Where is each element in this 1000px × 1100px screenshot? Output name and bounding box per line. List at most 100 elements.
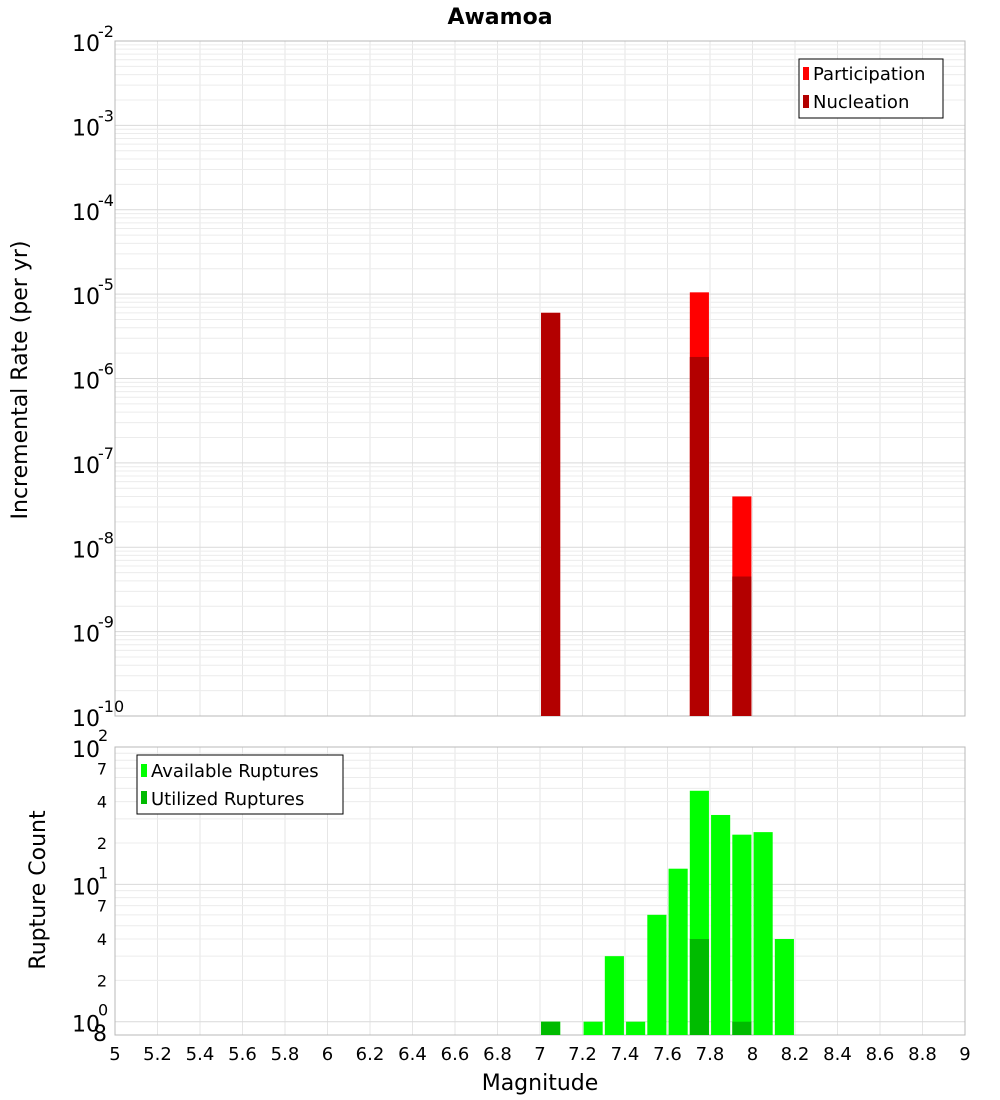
x-tick-label: 5.2 xyxy=(143,1044,172,1065)
bar-available-ruptures xyxy=(604,956,624,1035)
legend-swatch-participation xyxy=(803,67,809,80)
x-tick-label: 7.2 xyxy=(568,1044,597,1065)
tick-base: 10 xyxy=(72,454,100,479)
legend-swatch-available xyxy=(141,764,147,777)
top-grid xyxy=(114,41,966,717)
top-legend-box xyxy=(798,58,944,119)
x-tick-label: 7.4 xyxy=(611,1044,640,1065)
top-y-tick-label: 10-8 xyxy=(72,528,114,563)
tick-exponent: 0 xyxy=(98,1001,108,1020)
bar-utilized-ruptures xyxy=(689,939,709,1035)
top-bars xyxy=(541,292,752,716)
bottom-legend: Available Ruptures Utilized Ruptures xyxy=(136,754,344,815)
x-tick-label: 6 xyxy=(322,1044,333,1065)
bar-available-ruptures xyxy=(626,1021,646,1035)
tick-exponent: -4 xyxy=(98,191,114,210)
tick-base: 10 xyxy=(72,623,100,648)
x-tick-label: 6.6 xyxy=(441,1044,470,1065)
x-tick-label: 7 xyxy=(534,1044,545,1065)
top-y-tick-label: 10-7 xyxy=(72,444,114,479)
bar-available-ruptures xyxy=(668,868,688,1035)
bar-available-ruptures xyxy=(732,834,752,1035)
tick-base: 10 xyxy=(72,370,100,395)
top-y-tick-label: 10-5 xyxy=(72,275,114,310)
bar-utilized-ruptures xyxy=(732,1021,752,1035)
tick-exponent: -5 xyxy=(98,275,114,294)
bottom-y-minor-tick: 4 xyxy=(97,930,107,949)
bottom-y-major-tick: 100 xyxy=(72,1001,108,1038)
top-y-tick-label: 10-4 xyxy=(72,191,114,226)
top-y-ticks: 10-210-310-410-510-610-710-810-910-10 xyxy=(72,22,124,732)
tick-base: 10 xyxy=(72,707,100,732)
tick-base: 10 xyxy=(72,201,100,226)
top-plot-frame xyxy=(114,40,966,717)
bottom-y-minor-tick: 2 xyxy=(97,971,107,990)
bar-nucleation xyxy=(732,576,752,716)
top-y-tick-label: 10-6 xyxy=(72,360,114,395)
tick-exponent: 1 xyxy=(98,863,108,882)
bar-available-ruptures xyxy=(647,914,667,1035)
legend-swatch-nucleation xyxy=(803,95,809,108)
bar-available-ruptures xyxy=(753,832,773,1035)
x-tick-label: 7.6 xyxy=(653,1044,682,1065)
x-tick-label: 9 xyxy=(959,1044,970,1065)
bottom-y-minor-tick: 7 xyxy=(97,897,107,916)
bottom-y-minor-tick: 4 xyxy=(97,793,107,812)
x-tick-label: 5.6 xyxy=(228,1044,257,1065)
bottom-y-major-tick: 101 xyxy=(72,863,108,900)
tick-exponent: -2 xyxy=(98,22,114,41)
bottom-y-minor-tick: 2 xyxy=(97,834,107,853)
bottom-y-major-tick: 102 xyxy=(72,726,108,763)
legend-label-participation: Participation xyxy=(813,64,925,85)
tick-exponent: -8 xyxy=(98,528,114,547)
legend-label-available: Available Ruptures xyxy=(151,761,319,782)
x-axis-label: Magnitude xyxy=(482,1071,599,1096)
x-tick-label: 5 xyxy=(109,1044,120,1065)
bottom-y-axis-label: Rupture Count xyxy=(26,810,51,970)
legend-label-utilized: Utilized Ruptures xyxy=(151,789,304,810)
x-tick-label: 5.4 xyxy=(186,1044,215,1065)
x-ticks: 5 5.2 5.4 5.6 5.8 6 6.2 6.4 6.6 6.8 7 7.2 7.4 7.6 7.8 8… xyxy=(109,1044,970,1065)
tick-base: 10 xyxy=(72,538,100,563)
x-tick-label: 6.2 xyxy=(356,1044,385,1065)
x-tick-label: 5.8 xyxy=(271,1044,300,1065)
top-y-tick-label: 10-10 xyxy=(72,697,124,732)
bar-nucleation xyxy=(689,356,709,716)
bottom-legend-box xyxy=(136,754,344,815)
legend-label-nucleation: Nucleation xyxy=(813,92,909,113)
tick-exponent: -6 xyxy=(98,360,114,379)
top-y-tick-label: 10-9 xyxy=(72,613,114,648)
tick-exponent: -7 xyxy=(98,444,114,463)
chart-title: Awamoa xyxy=(447,5,552,30)
bottom-bars xyxy=(541,790,794,1035)
bar-available-ruptures xyxy=(774,939,794,1035)
legend-swatch-utilized xyxy=(141,791,147,804)
tick-base: 10 xyxy=(72,875,100,900)
top-y-tick-label: 10-2 xyxy=(72,22,114,57)
x-tick-label: 7.8 xyxy=(696,1044,725,1065)
x-tick-label: 8.6 xyxy=(866,1044,895,1065)
tick-exponent: -9 xyxy=(98,613,114,632)
bottom-y-minor-tick: 8 xyxy=(93,1022,107,1047)
x-tick-label: 8.4 xyxy=(823,1044,852,1065)
top-y-axis-label: Incremental Rate (per yr) xyxy=(8,241,33,520)
x-tick-label: 8.8 xyxy=(908,1044,937,1065)
bottom-plot-frame xyxy=(114,746,966,1036)
top-y-tick-label: 10-3 xyxy=(72,106,114,141)
tick-base: 10 xyxy=(72,116,100,141)
tick-base: 10 xyxy=(72,32,100,57)
tick-exponent: 2 xyxy=(98,726,108,745)
top-legend: Participation Nucleation xyxy=(798,58,944,119)
x-tick-label: 6.8 xyxy=(483,1044,512,1065)
x-tick-label: 6.4 xyxy=(398,1044,427,1065)
bottom-y-minor-tick: 7 xyxy=(97,759,107,778)
tick-base: 10 xyxy=(72,738,100,763)
bar-nucleation xyxy=(541,312,561,716)
bar-utilized-ruptures xyxy=(541,1021,561,1035)
x-tick-label: 8.2 xyxy=(781,1044,810,1065)
tick-exponent: -10 xyxy=(98,697,124,716)
bar-available-ruptures xyxy=(711,814,731,1035)
tick-exponent: -3 xyxy=(98,106,114,125)
